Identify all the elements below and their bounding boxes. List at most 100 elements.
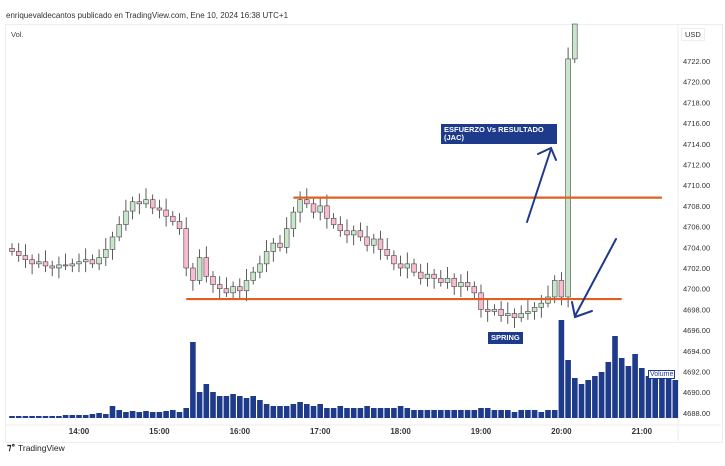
candle-body [170, 215, 176, 222]
volume-bar [324, 408, 330, 418]
candle-body [431, 273, 437, 279]
time-tick-label: 17:00 [310, 427, 331, 436]
candle-body [444, 278, 451, 283]
candle-body [15, 251, 22, 256]
price-tick-label: 4692.00 [683, 368, 710, 377]
candle-body [324, 205, 330, 219]
currency-label[interactable]: USD [681, 28, 705, 41]
volume-bar [216, 396, 223, 418]
candle-body [344, 230, 350, 236]
candle-body [357, 230, 364, 238]
volume-bar [545, 410, 551, 418]
volume-bar [330, 408, 337, 418]
volume-bar [632, 354, 638, 418]
price-tick-label: 4696.00 [683, 326, 710, 335]
candle-body [531, 307, 538, 312]
volume-bar [76, 415, 82, 418]
candle-body [163, 209, 169, 217]
candle-body [217, 284, 223, 289]
candle-body [210, 275, 216, 285]
candle-body [471, 286, 477, 294]
candle-body [538, 302, 545, 308]
candle-body [478, 292, 484, 310]
candle-body [36, 261, 42, 265]
volume-bar [645, 376, 652, 418]
price-tick-label: 4714.00 [683, 140, 710, 149]
volume-bar [277, 406, 283, 418]
volume-bar [69, 415, 76, 418]
volume-bar [665, 378, 672, 418]
candle-body [411, 263, 417, 273]
tradingview-logo[interactable]: ⁊ᐤ TradingView [7, 442, 65, 453]
volume-bar [190, 342, 196, 418]
price-tick-label: 4688.00 [683, 409, 710, 418]
candle-body [417, 271, 424, 279]
candle-body [572, 23, 578, 60]
candle-body [143, 199, 149, 205]
time-tick-label: 14:00 [69, 427, 90, 436]
volume-bar [310, 406, 317, 418]
candle-body [42, 261, 49, 267]
candle-body [350, 230, 357, 236]
candle-body [484, 309, 491, 312]
time-tick-label: 20:00 [551, 427, 572, 436]
volume-bar [123, 412, 129, 418]
candle-body [150, 199, 156, 209]
volume-bar [592, 376, 598, 418]
volume-bar [364, 406, 370, 418]
volume-bar [585, 380, 591, 418]
candle-body [156, 207, 163, 211]
volume-bar [297, 402, 303, 418]
volume-bar [471, 410, 478, 418]
volume-bar [531, 410, 538, 418]
publish-info: enriquevaldecantos publicado en TradingV… [6, 11, 289, 20]
volume-bar [518, 410, 524, 418]
candle-body [190, 267, 196, 281]
volume-bar [484, 408, 491, 418]
chart-frame [5, 24, 723, 443]
volume-bar [384, 408, 390, 418]
volume-bar [196, 392, 203, 418]
price-tick-label: 4710.00 [683, 181, 710, 190]
candle-body [176, 221, 183, 229]
volume-bar [605, 362, 612, 418]
volume-bar [357, 408, 364, 418]
tradingview-logo-icon: ⁊ᐤ [7, 442, 15, 452]
candle-body [237, 286, 243, 292]
volume-bar [498, 410, 504, 418]
price-tick-label: 4694.00 [683, 347, 710, 356]
candle-body [196, 257, 203, 281]
volume-bar [230, 394, 236, 418]
volume-bar [565, 360, 571, 418]
volume-bar [458, 410, 464, 418]
volume-bar [263, 404, 270, 418]
candle-body [511, 313, 518, 318]
candle-body [310, 203, 317, 213]
volume-bar [170, 410, 176, 418]
candle-body [49, 265, 55, 269]
candle-body [22, 255, 29, 261]
volume-bar [15, 416, 22, 418]
candle-body [518, 313, 524, 318]
volume-bar [283, 406, 290, 418]
volume-bar [210, 392, 216, 418]
price-tick-label: 4718.00 [683, 98, 710, 107]
candle-body [69, 263, 76, 267]
candle-body [243, 280, 250, 292]
volume-bar [377, 408, 384, 418]
volume-bar [639, 368, 645, 418]
price-tick-label: 4704.00 [683, 243, 710, 252]
volume-bar [36, 416, 42, 418]
candle-body [56, 264, 62, 269]
candle-body [397, 263, 404, 269]
candle-body [297, 199, 303, 213]
volume-bar [538, 412, 545, 418]
volume-bar [337, 406, 344, 418]
candle-body [377, 238, 384, 250]
candle-body [183, 228, 189, 269]
volume-bar [203, 384, 210, 418]
volume-bar [551, 410, 558, 418]
candle-body [29, 259, 35, 265]
candle-body [525, 311, 531, 314]
